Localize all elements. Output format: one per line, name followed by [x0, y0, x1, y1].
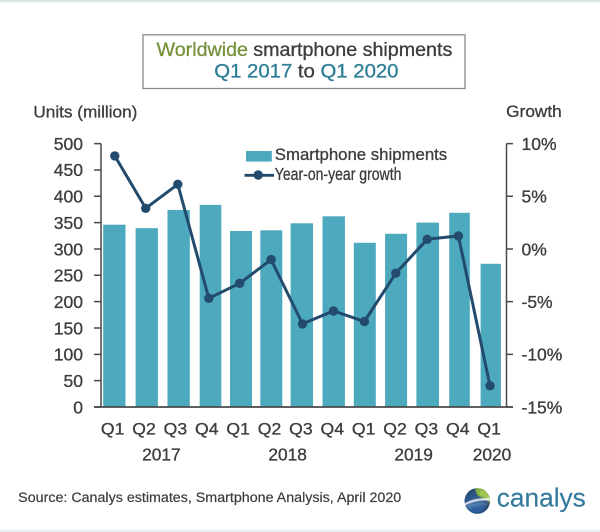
svg-text:to: to	[298, 61, 315, 82]
svg-text:Q2: Q2	[383, 420, 407, 439]
svg-text:10%: 10%	[522, 134, 557, 154]
svg-text:Q3: Q3	[164, 420, 188, 439]
svg-text:Year-on-year growth: Year-on-year growth	[275, 164, 402, 184]
svg-text:Q1: Q1	[352, 420, 376, 439]
svg-text:400: 400	[54, 187, 83, 207]
svg-text:0: 0	[73, 397, 83, 417]
svg-text:Source: Canalys estimates, Sma: Source: Canalys estimates, Smartphone An…	[18, 490, 401, 505]
svg-text:100: 100	[54, 345, 83, 365]
svg-text:Q1: Q1	[226, 420, 250, 439]
svg-text:200: 200	[54, 292, 83, 312]
svg-text:Q4: Q4	[321, 420, 345, 439]
svg-text:150: 150	[54, 318, 83, 338]
svg-text:Q1 2017: Q1 2017	[214, 61, 292, 82]
svg-text:5%: 5%	[522, 187, 547, 207]
svg-text:2019: 2019	[394, 445, 433, 465]
svg-text:300: 300	[54, 239, 83, 259]
svg-text:450: 450	[54, 160, 83, 180]
svg-text:Q3: Q3	[415, 420, 439, 439]
svg-text:Q2: Q2	[132, 420, 156, 439]
svg-text:Q4: Q4	[195, 420, 219, 439]
svg-text:Q1: Q1	[101, 420, 125, 439]
svg-text:-5%: -5%	[522, 292, 553, 312]
svg-text:-15%: -15%	[522, 397, 563, 417]
svg-text:-10%: -10%	[522, 345, 563, 365]
svg-text:0%: 0%	[522, 239, 547, 259]
svg-text:500: 500	[54, 134, 83, 154]
svg-text:50: 50	[64, 371, 84, 391]
svg-text:2018: 2018	[268, 445, 307, 465]
svg-text:2017: 2017	[142, 445, 181, 465]
svg-text:250: 250	[54, 266, 83, 286]
svg-text:Worldwide: Worldwide	[157, 40, 249, 61]
svg-text:Units (million): Units (million)	[33, 104, 137, 122]
svg-text:Q1: Q1	[477, 420, 501, 439]
svg-text:Q1 2020: Q1 2020	[321, 61, 399, 82]
svg-text:2020: 2020	[473, 445, 512, 465]
svg-text:smartphone shipments: smartphone shipments	[253, 40, 452, 61]
svg-text:canalys: canalys	[497, 482, 586, 512]
svg-text:350: 350	[54, 213, 83, 233]
svg-text:Q2: Q2	[258, 420, 282, 439]
svg-text:Q3: Q3	[289, 420, 313, 439]
svg-text:Growth: Growth	[506, 102, 562, 121]
svg-text:Smartphone shipments: Smartphone shipments	[275, 145, 447, 164]
svg-text:Q4: Q4	[446, 420, 470, 439]
